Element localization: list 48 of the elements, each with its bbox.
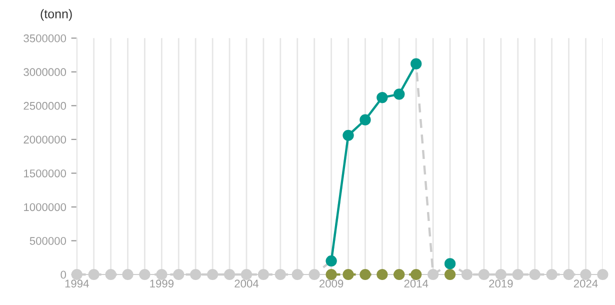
y-tick-label: 2500000 <box>24 102 66 110</box>
y-tick-label: 0 <box>60 270 66 279</box>
point <box>122 268 134 280</box>
point <box>342 268 354 280</box>
point <box>240 268 252 280</box>
point <box>546 268 558 280</box>
point <box>224 268 236 280</box>
point <box>105 268 116 280</box>
y-tick-label: 1000000 <box>24 203 66 212</box>
point <box>207 268 218 280</box>
x-tick-label: 1994 <box>65 280 89 288</box>
point <box>394 268 405 280</box>
point <box>478 268 490 280</box>
point <box>529 268 540 280</box>
y-tick-label: 2000000 <box>24 136 66 144</box>
x-tick-label: 2024 <box>574 280 598 288</box>
point <box>428 268 439 280</box>
point <box>88 268 100 280</box>
y-tick-label: 500000 <box>30 237 66 245</box>
point <box>597 268 608 280</box>
point <box>258 268 270 280</box>
y-tick-label: 3500000 <box>24 34 66 42</box>
point <box>139 268 150 280</box>
x-tick-label: 2019 <box>489 280 513 288</box>
point <box>580 268 592 280</box>
point <box>326 268 337 280</box>
point <box>444 268 456 280</box>
point <box>173 268 184 280</box>
x-tick-label: 1999 <box>150 280 174 288</box>
point <box>190 268 202 280</box>
point <box>410 268 422 280</box>
point <box>495 268 506 280</box>
point <box>563 268 574 280</box>
point <box>461 268 473 280</box>
point <box>360 268 371 280</box>
point <box>376 268 388 280</box>
y-tick-label: 1500000 <box>24 169 66 178</box>
x-tick-label: 2004 <box>234 280 259 288</box>
point <box>292 268 303 280</box>
point <box>156 268 168 280</box>
point <box>71 268 82 280</box>
y-axis-title: (tonn) <box>40 9 72 21</box>
point <box>308 268 320 280</box>
x-tick-label: 2014 <box>404 280 428 288</box>
point <box>274 268 286 280</box>
point <box>512 268 524 280</box>
y-tick-label: 3000000 <box>24 68 66 76</box>
x-tick-label: 2009 <box>320 280 344 288</box>
